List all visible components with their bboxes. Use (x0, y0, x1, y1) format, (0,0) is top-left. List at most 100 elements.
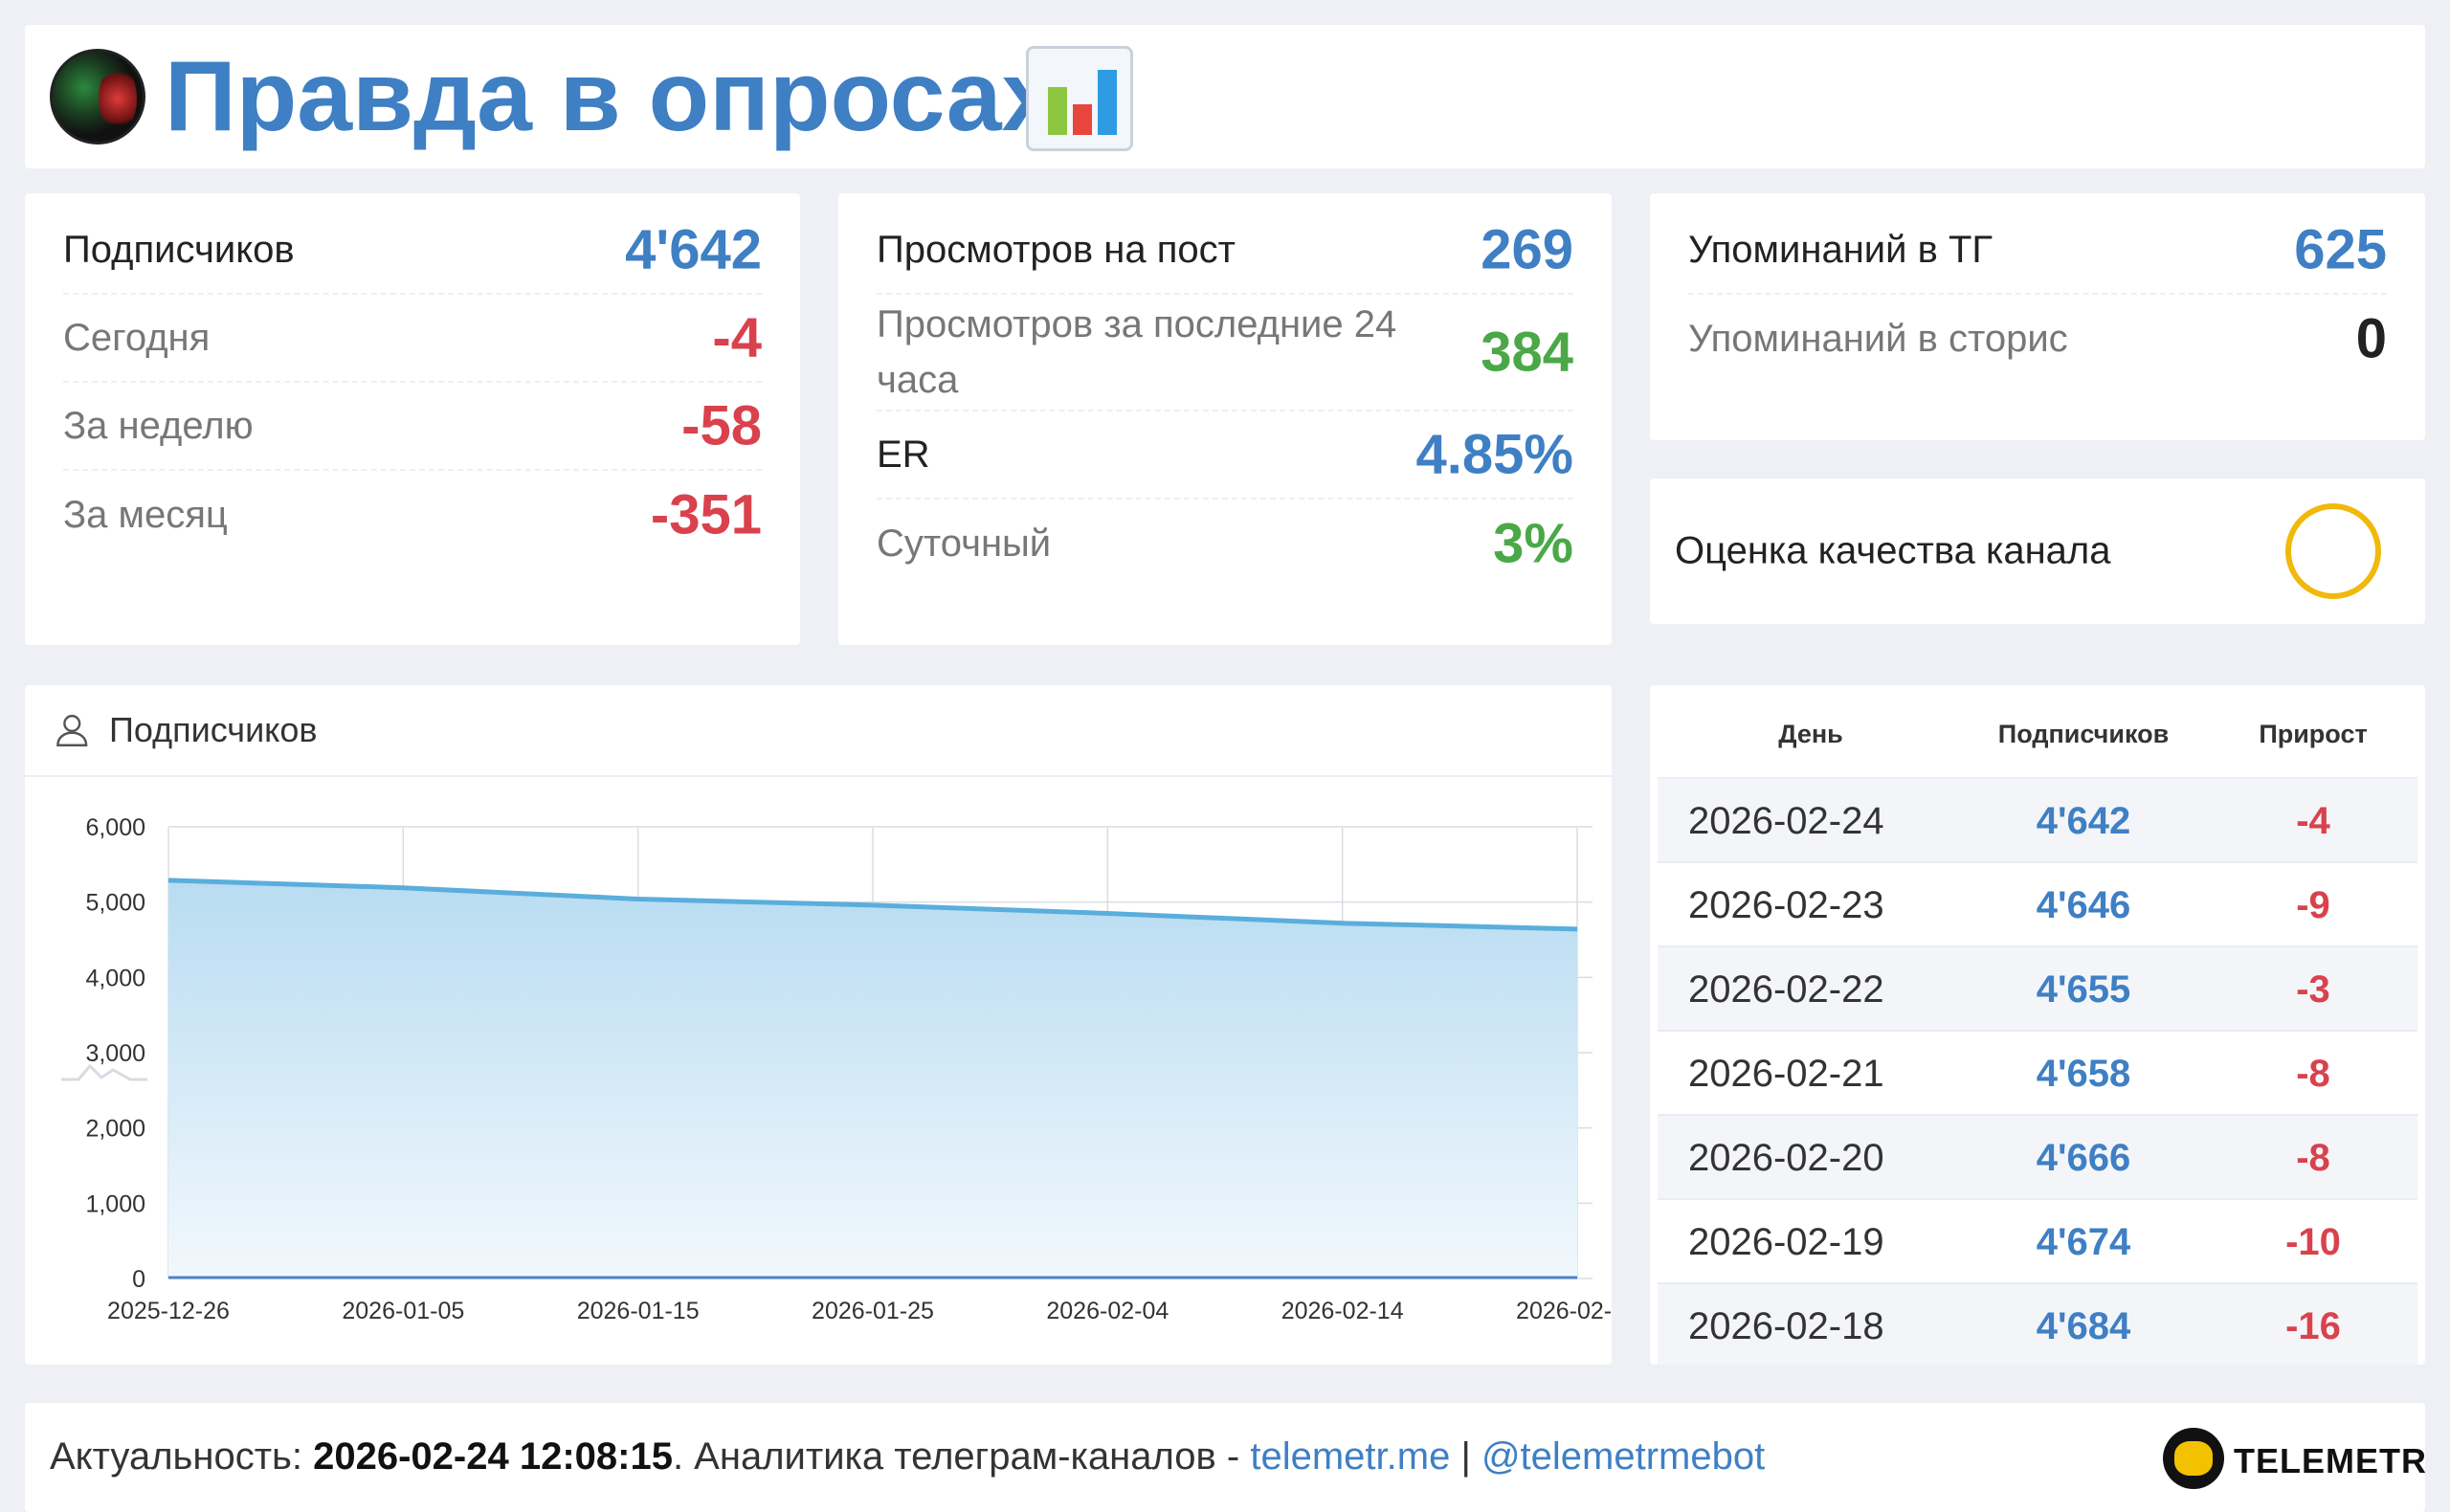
x-tick-label: 2026-02-24 (1516, 1298, 1612, 1324)
column-subscribers: Подписчиков (1997, 720, 2170, 748)
y-tick-label: 0 (132, 1266, 145, 1293)
y-tick-label: 4,000 (85, 965, 145, 991)
month-label: За месяц (63, 494, 228, 536)
telemetr-site-link[interactable]: telemetr.me (1250, 1435, 1451, 1478)
footer-middle: . Аналитика телеграм-каналов - (672, 1435, 1251, 1478)
views-last24-label: Просмотров за последние 24 часа (877, 303, 1397, 401)
subscribers-row: Подписчиков 4'642 (63, 207, 762, 295)
mentions-tg-row: Упоминаний в ТГ 625 (1688, 207, 2387, 295)
cell-day: 2026-02-23 (1688, 884, 1884, 926)
daily-er-label: Суточный (877, 523, 1052, 565)
telemetr-logo-icon (2163, 1428, 2224, 1489)
x-tick-label: 2026-01-15 (577, 1298, 700, 1324)
mentions-stories-label: Упоминаний в сторис (1688, 318, 2068, 360)
x-tick-label: 2026-02-14 (1281, 1298, 1404, 1324)
views-last24-value: 384 (1481, 321, 1573, 384)
chart-series (167, 878, 1578, 1279)
cell-subscribers: 4'642 (2036, 800, 2131, 842)
today-value: -4 (712, 306, 762, 369)
footer-timestamp: 2026-02-24 12:08:15 (313, 1435, 673, 1478)
chart-title: Подписчиков (109, 710, 318, 749)
navigator-icon[interactable] (61, 1063, 147, 1081)
x-tick-label: 2026-02-04 (1046, 1298, 1169, 1324)
mentions-stories-row: Упоминаний в сторис 0 (1688, 295, 2387, 383)
column-day: День (1778, 720, 1843, 748)
cell-growth: -3 (2296, 968, 2330, 1011)
cell-day: 2026-02-24 (1688, 800, 1884, 842)
table-row: 2026-02-24 4'642 -4 (1658, 779, 2417, 863)
views-per-post-row: Просмотров на пост 269 (877, 207, 1573, 295)
chart-header: Подписчиков (25, 685, 1612, 777)
y-tick-label: 5,000 (85, 890, 145, 917)
channel-avatar (50, 49, 145, 145)
subscribers-card: Подписчиков 4'642 Сегодня -4 За неделю -… (25, 193, 800, 645)
mentions-stories-value: 0 (2355, 307, 2387, 370)
channel-quality-label: Оценка качества канала (1675, 529, 2111, 572)
telemetr-logo-text: TELEMETR (2234, 1441, 2427, 1480)
subscribers-chart-card: Подписчиков 0 1,000 2,000 3,000 4,000 5,000 6,… (25, 685, 1612, 1365)
footer-separator: | (1450, 1435, 1481, 1478)
cell-subscribers: 4'666 (2036, 1137, 2131, 1179)
quality-ring-icon (2285, 503, 2381, 599)
column-growth: Прирост (2259, 720, 2368, 748)
channel-header: Правда в опросах (25, 25, 2425, 168)
table-row: 2026-02-18 4'684 -16 (1658, 1284, 2417, 1365)
week-value: -58 (681, 394, 762, 457)
views-last24-row: Просмотров за последние 24 часа 384 (877, 295, 1573, 411)
table-row: 2026-02-22 4'655 -3 (1658, 947, 2417, 1032)
subscribers-week-row: За неделю -58 (63, 383, 762, 471)
er-label: ER (877, 434, 930, 476)
today-label: Сегодня (63, 317, 211, 359)
x-tick-label: 2026-01-05 (342, 1298, 464, 1324)
cell-day: 2026-02-20 (1688, 1137, 1884, 1179)
cell-growth: -8 (2296, 1053, 2330, 1095)
x-tick-label: 2026-01-25 (812, 1298, 934, 1324)
table-row: 2026-02-23 4'646 -9 (1658, 863, 2417, 947)
table-row: 2026-02-19 4'674 -10 (1658, 1200, 2417, 1284)
cell-day: 2026-02-22 (1688, 968, 1884, 1011)
cell-growth: -10 (2285, 1221, 2341, 1263)
cell-subscribers: 4'684 (2036, 1305, 2131, 1347)
subscribers-today-row: Сегодня -4 (63, 295, 762, 383)
er-row: ER 4.85% (877, 411, 1573, 500)
mentions-tg-label: Упоминаний в ТГ (1688, 229, 1993, 271)
table-row: 2026-02-20 4'666 -8 (1658, 1116, 2417, 1200)
cell-subscribers: 4'655 (2036, 968, 2131, 1011)
cell-growth: -4 (2296, 800, 2330, 842)
telemetr-bot-link[interactable]: @telemetrmebot (1481, 1435, 1766, 1478)
cell-subscribers: 4'646 (2036, 884, 2131, 926)
views-per-post-label: Просмотров на пост (877, 229, 1236, 271)
channel-title: Правда в опросах (165, 41, 1058, 152)
telemetr-logo[interactable]: TELEMETR (2163, 1428, 2426, 1491)
chart-emoji-icon (1026, 46, 1133, 151)
series-area (168, 879, 1577, 1279)
views-card: Просмотров на пост 269 Просмотров за пос… (838, 193, 1612, 645)
y-tick-label: 6,000 (85, 814, 145, 841)
y-tick-label: 1,000 (85, 1190, 145, 1217)
cell-subscribers: 4'674 (2036, 1221, 2131, 1263)
mentions-card: Упоминаний в ТГ 625 Упоминаний в сторис … (1650, 193, 2425, 440)
subscribers-value: 4'642 (625, 218, 762, 281)
y-tick-label: 2,000 (85, 1116, 145, 1143)
cell-growth: -8 (2296, 1137, 2330, 1179)
daily-er-row: Суточный 3% (877, 500, 1573, 588)
footer-text: Актуальность: 2026-02-24 12:08:15. Анали… (50, 1435, 1765, 1479)
channel-quality-card[interactable]: Оценка качества канала (1650, 478, 2425, 624)
cell-growth: -16 (2285, 1305, 2341, 1347)
subscribers-month-row: За месяц -351 (63, 471, 762, 559)
footer-prefix: Актуальность: (50, 1435, 314, 1478)
views-per-post-value: 269 (1481, 218, 1573, 281)
cell-day: 2026-02-19 (1688, 1221, 1884, 1263)
x-axis: 2025-12-26 2026-01-05 2026-01-15 2026-01-25… (107, 1298, 1612, 1324)
er-value: 4.85% (1415, 423, 1573, 486)
x-tick-label: 2025-12-26 (107, 1298, 230, 1324)
y-tick-label: 3,000 (85, 1040, 145, 1067)
subscribers-area-chart[interactable]: 0 1,000 2,000 3,000 4,000 5,000 6,000 2025-12-… (25, 777, 1612, 1365)
table-row: 2026-02-21 4'658 -8 (1658, 1032, 2417, 1116)
daily-subscribers-table: День Подписчиков Прирост 2026-02-24 4'642… (1650, 685, 2425, 1365)
subscribers-label: Подписчиков (63, 229, 295, 271)
cell-day: 2026-02-21 (1688, 1053, 1884, 1095)
week-label: За неделю (63, 405, 254, 447)
footer: Актуальность: 2026-02-24 12:08:15. Анали… (25, 1403, 2426, 1512)
table-header: День Подписчиков Прирост (1658, 685, 2417, 779)
